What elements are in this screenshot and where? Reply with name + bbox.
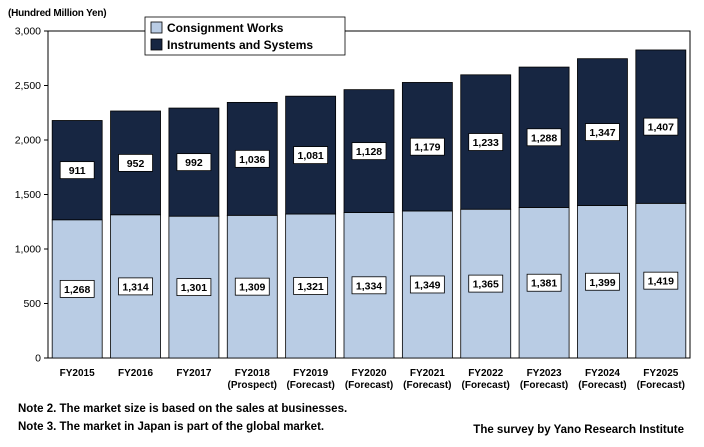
data-label-box [409,275,445,294]
x-tick-sublabel: (Forecast) [403,380,451,391]
data-label: 1,334 [356,280,382,292]
x-tick-sublabel: (Forecast) [520,380,568,391]
x-tick-sublabel: (Forecast) [578,380,626,391]
x-tick-sublabel: (Forecast) [462,380,510,391]
data-label: 1,301 [181,282,207,294]
data-label-box [293,146,329,164]
y-tick-label: 1,000 [15,244,41,256]
data-label-box [59,161,95,180]
x-tick-label: FY2025 [643,368,678,379]
x-tick-label: FY2018 [235,368,270,379]
y-tick-label: 1,500 [15,189,41,201]
y-tick-label: 3,000 [15,26,41,38]
data-label: 1,399 [589,277,615,289]
y-tick-label: 0 [35,353,41,365]
x-tick-label: FY2015 [60,368,95,379]
data-label-box [176,153,212,172]
data-label-box [585,123,620,141]
legend-box [144,16,346,56]
data-label-box [118,153,153,172]
legend-label-instruments: Instruments and Systems [167,38,313,52]
x-tick-label: FY2021 [410,368,445,379]
data-label: 1,081 [297,150,323,162]
x-tick-sublabel: (Forecast) [345,380,393,391]
x-tick-label: FY2022 [468,368,503,379]
unit-label: (Hundred Million Yen) [8,8,107,19]
source-credit: The survey by Yano Research Institute [473,424,684,436]
data-label-box [643,117,679,136]
data-label: 1,349 [414,279,440,291]
x-tick-label: FY2016 [118,368,153,379]
legend-label-consignment: Consignment Works [167,21,284,35]
data-label: 1,233 [473,137,499,149]
data-label: 992 [185,157,203,169]
x-tick-label: FY2024 [585,368,620,379]
data-label-box [234,277,270,296]
legend-swatch-instruments [150,38,163,51]
data-label-box [526,128,562,147]
x-tick-label: FY2020 [351,368,386,379]
data-label: 1,268 [64,284,90,296]
data-label: 1,419 [648,276,674,288]
y-tick-label: 2,000 [15,135,41,147]
data-label-box [409,137,445,156]
data-label-box [585,272,620,291]
data-label-box [526,273,562,292]
data-label: 1,347 [589,127,615,139]
data-label-box [643,271,679,290]
y-tick-label: 500 [23,298,41,310]
x-tick-sublabel: (Prospect) [228,380,277,391]
data-label-box [468,274,504,293]
data-label: 1,321 [297,281,323,293]
x-tick-label: FY2023 [527,368,562,379]
data-label: 1,179 [414,142,440,154]
x-tick-sublabel: (Forecast) [286,380,334,391]
data-label-box [176,278,212,296]
data-label: 1,381 [531,278,557,290]
data-label: 911 [69,165,86,177]
data-label-box [118,277,153,296]
x-tick-sublabel: (Forecast) [637,380,685,391]
data-label-box [351,276,387,295]
data-label: 1,128 [356,146,382,158]
data-label: 1,365 [473,279,499,291]
note-3: Note 3. The market in Japan is part of t… [18,421,325,433]
x-tick-label: FY2019 [293,368,328,379]
data-label-box [293,277,329,295]
data-label: 1,036 [239,154,265,166]
legend-swatch-consignment [150,21,163,34]
note-2: Note 2. The market size is based on the … [18,403,348,415]
data-label: 1,288 [531,132,557,144]
data-label-box [468,133,504,151]
data-label-box [351,142,387,161]
data-label: 952 [127,158,145,170]
data-label-box [234,149,270,168]
x-tick-label: FY2017 [176,368,211,379]
y-tick-label: 2,500 [15,80,41,92]
data-label: 1,314 [122,281,148,293]
data-label: 1,309 [239,282,265,294]
data-label-box [59,279,95,298]
data-label: 1,407 [648,122,674,134]
